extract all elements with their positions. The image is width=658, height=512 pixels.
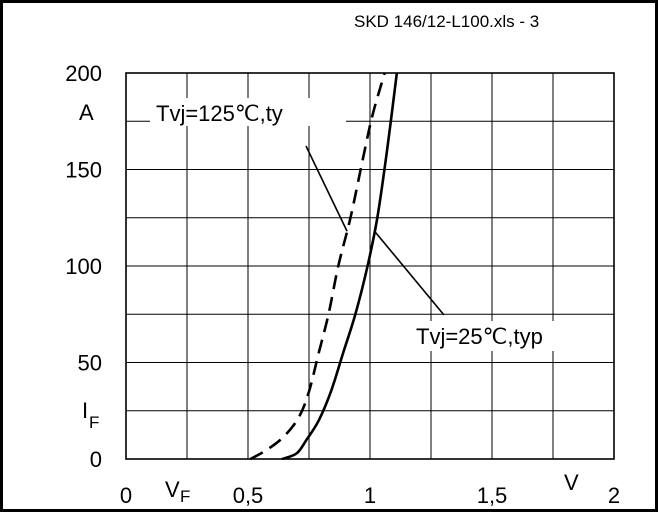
annotation-leader-25	[373, 230, 445, 316]
grid	[126, 73, 614, 459]
y-tick-label: 150	[65, 158, 102, 183]
y-tick-label: 200	[65, 61, 102, 86]
annotation-label-125: Tvj=125℃,ty	[156, 101, 283, 126]
series-curve-1	[281, 72, 399, 461]
curves	[249, 72, 399, 461]
y-tick-label: 50	[78, 351, 102, 376]
y-axis-label: I F	[82, 398, 99, 432]
annotation-leader-125	[305, 145, 348, 232]
x-label-subscript: F	[180, 487, 190, 506]
y-tick-labels: 0 50 100 150 200	[65, 61, 102, 472]
annotation-label-25: Tvj=25℃,typ	[416, 324, 543, 349]
x-tick-label: 0,5	[233, 483, 264, 508]
x-label-symbol: V	[165, 477, 180, 502]
y-label-subscript: F	[89, 413, 99, 432]
x-unit-label: V	[564, 470, 579, 495]
y-tick-label: 100	[65, 254, 102, 279]
plot-border	[125, 72, 615, 460]
y-label-symbol: I	[82, 398, 88, 423]
y-tick-label: 0	[90, 447, 102, 472]
x-tick-label: 2	[608, 483, 620, 508]
x-tick-labels: 0 0,5 1 1,5 2	[120, 483, 620, 508]
x-axis-label: V F	[165, 477, 190, 506]
x-tick-label: 1	[364, 483, 376, 508]
annotation-bg-25	[408, 321, 594, 351]
y-unit-label: A	[79, 100, 94, 125]
series-curve-0	[249, 72, 386, 461]
x-tick-label: 1,5	[477, 483, 508, 508]
annotation-bg-125	[150, 98, 346, 126]
file-label: SKD 146/12-L100.xls - 3	[354, 12, 539, 31]
x-tick-label: 0	[120, 483, 132, 508]
